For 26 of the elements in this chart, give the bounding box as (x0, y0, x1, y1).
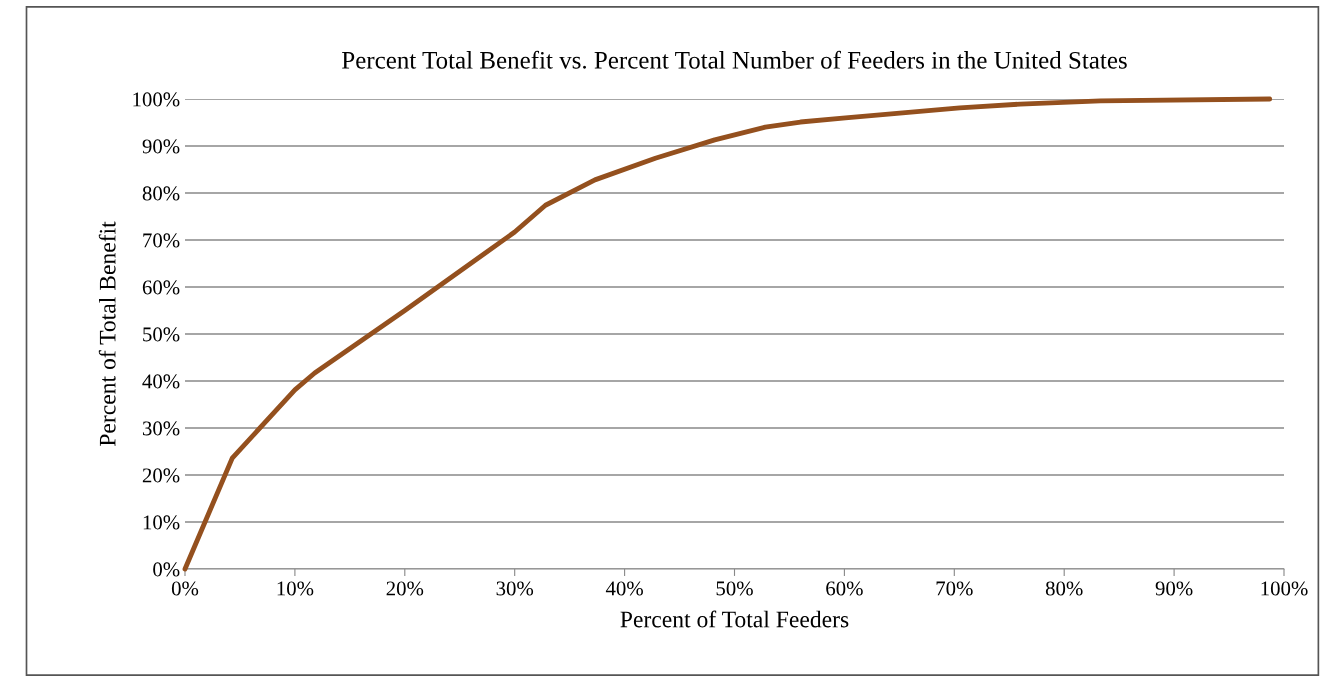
y-tick-label: 0% (153, 562, 180, 577)
x-tick-label: 60% (826, 581, 863, 596)
x-tick-label: 50% (716, 581, 753, 596)
y-tick-label: 90% (142, 139, 180, 154)
y-tick-label: 40% (142, 374, 180, 389)
x-tick-label: 10% (277, 581, 314, 596)
x-tick-label: 0% (171, 581, 199, 596)
y-tick-label: 20% (142, 468, 180, 483)
x-tick-label: 30% (496, 581, 534, 596)
y-tick-label: 50% (143, 327, 180, 342)
x-tick-label: 40% (605, 581, 643, 596)
y-axis-title: Percent of Total Benefit (98, 221, 116, 447)
x-axis-title: Percent of Total Feeders (620, 610, 849, 628)
x-tick-label: 80% (1045, 581, 1083, 596)
y-tick-label: 30% (142, 421, 180, 436)
y-tick-label: 60% (142, 280, 180, 295)
chart-title: Percent Total Benefit vs. Percent Total Number of Feeders in the United States (342, 50, 1127, 69)
y-tick-label: 80% (142, 186, 180, 201)
x-tick-label: 90% (1155, 581, 1193, 596)
x-tick-label: 70% (936, 581, 973, 596)
y-tick-label: 10% (143, 515, 180, 530)
y-tick-label: 70% (143, 233, 180, 248)
x-tick-label: 20% (386, 581, 424, 596)
line-series (182, 96, 1273, 572)
y-tick-label: 100% (133, 92, 180, 107)
x-tick-label: 100% (1261, 581, 1308, 596)
